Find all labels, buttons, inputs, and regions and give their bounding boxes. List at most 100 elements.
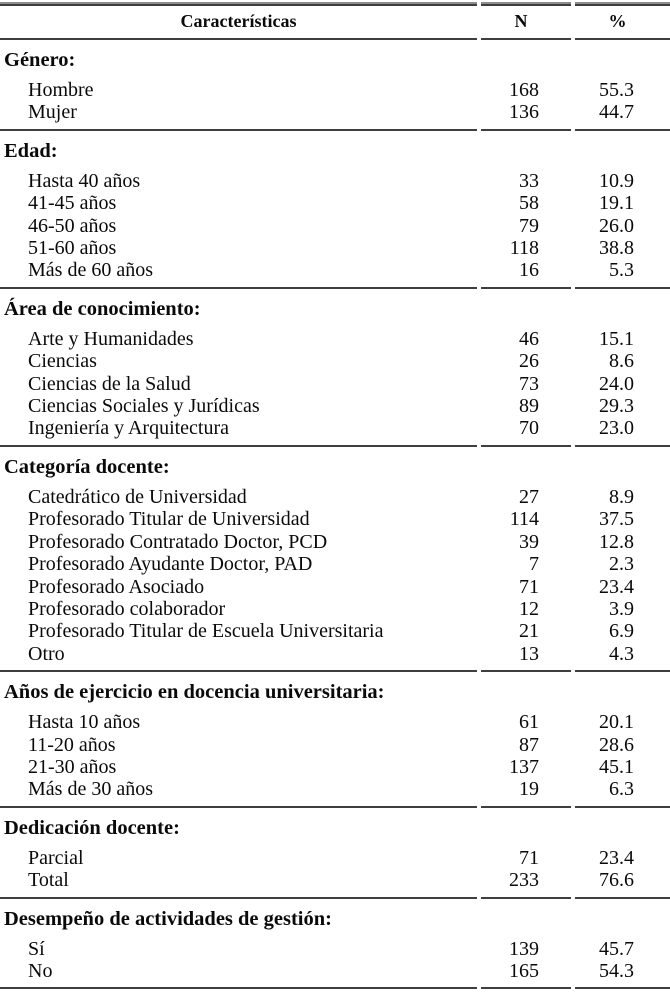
section-rule: [0, 896, 670, 899]
section-title-desempeno-gestion: Desempeño de actividades de gestión:: [4, 907, 332, 930]
row-label: 41-45 años: [28, 192, 117, 215]
section-categoria-docente: Categoría docente: Catedrático de Univer…: [0, 447, 670, 673]
row-n-value: 114: [509, 508, 539, 531]
row-label: Parcial: [28, 846, 84, 869]
table-row: Profesorado Titular de Escuela Universit…: [0, 620, 670, 642]
row-n-value: 136: [509, 101, 539, 124]
row-pct-value: 15.1: [599, 327, 634, 350]
row-pct-value: 5.3: [609, 259, 634, 282]
row-n-value: 71: [519, 846, 539, 869]
row-n-value: 46: [519, 327, 539, 350]
table-row: 11-20 años 87 28.6: [0, 734, 670, 756]
section-title-dedicacion-docente: Dedicación docente:: [4, 816, 180, 839]
row-n-value: 89: [519, 395, 539, 418]
section-area-conocimiento: Área de conocimiento: Arte y Humanidades…: [0, 289, 670, 447]
section-title-genero: Género:: [4, 49, 76, 71]
col-header-pct: %: [608, 11, 627, 31]
table-row: Más de 60 años 16 5.3: [0, 259, 670, 281]
row-n-value: 26: [519, 350, 539, 373]
row-pct-value: 4.3: [609, 642, 634, 665]
row-pct-value: 8.6: [609, 350, 634, 373]
section-anos-ejercicio: Años de ejercicio en docencia universita…: [0, 672, 670, 808]
row-n-value: 87: [519, 733, 539, 756]
row-pct-value: 29.3: [599, 395, 634, 418]
row-pct-value: 76.6: [599, 869, 634, 892]
section-rule: [0, 670, 670, 673]
row-n-value: 7: [529, 553, 539, 576]
section-rule: [0, 128, 670, 131]
row-label: Hombre: [28, 79, 94, 101]
row-label: Hasta 40 años: [28, 169, 141, 192]
section-title-edad: Edad:: [4, 139, 58, 162]
section-title-area-conocimiento: Área de conocimiento:: [4, 297, 201, 320]
table-row: Profesorado Asociado 71 23.4: [0, 576, 670, 598]
table-row: Ciencias de la Salud 73 24.0: [0, 373, 670, 395]
row-pct-value: 28.6: [599, 733, 634, 756]
row-label: Ciencias: [28, 350, 97, 373]
table-row: Profesorado Titular de Universidad 114 3…: [0, 508, 670, 530]
row-pct-value: 44.7: [599, 101, 634, 124]
row-n-value: 73: [519, 372, 539, 395]
row-pct-value: 38.8: [599, 237, 634, 260]
row-pct-value: 45.1: [599, 755, 634, 778]
row-label: Profesorado colaborador: [28, 597, 226, 620]
section-genero: Género: Hombre 168 55.3 Mujer 136 44.7: [0, 40, 670, 131]
section-rule: [0, 805, 670, 808]
table-row: Mujer 136 44.7: [0, 101, 670, 123]
row-label: Hasta 10 años: [28, 711, 141, 734]
row-n-value: 233: [509, 869, 539, 892]
row-n-value: 139: [509, 937, 539, 960]
row-label: Ciencias Sociales y Jurídicas: [28, 395, 260, 418]
row-label: Otro: [28, 642, 65, 665]
table-row: Ciencias Sociales y Jurídicas 89 29.3: [0, 395, 670, 417]
row-label: 51-60 años: [28, 237, 117, 260]
section-rule: [0, 286, 670, 289]
row-pct-value: 8.9: [609, 485, 634, 508]
row-pct-value: 19.1: [599, 192, 634, 215]
row-pct-value: 6.3: [609, 778, 634, 801]
table-top-rule-light: [0, 2, 670, 4]
row-pct-value: 26.0: [599, 214, 634, 237]
row-n-value: 61: [519, 711, 539, 734]
row-label: Profesorado Titular de Universidad: [28, 508, 310, 531]
row-label: No: [28, 959, 53, 982]
table-row: Sí 139 45.7: [0, 938, 670, 960]
table-row: Ciencias 26 8.6: [0, 350, 670, 372]
row-n-value: 19: [519, 778, 539, 801]
table-row: 21-30 años 137 45.1: [0, 756, 670, 778]
table-bottom-rule: [0, 987, 670, 990]
section-rule: [0, 444, 670, 447]
col-header-caracteristicas: Características: [180, 11, 297, 31]
table-row: No 165 54.3: [0, 960, 670, 982]
row-pct-value: 45.7: [599, 937, 634, 960]
section-title-categoria-docente: Categoría docente:: [4, 455, 170, 478]
row-n-value: 168: [509, 79, 539, 101]
row-n-value: 21: [519, 620, 539, 643]
row-pct-value: 20.1: [599, 711, 634, 734]
row-n-value: 165: [509, 959, 539, 982]
row-n-value: 12: [519, 597, 539, 620]
row-pct-value: 23.4: [599, 575, 634, 598]
row-label: Más de 60 años: [28, 259, 153, 282]
col-header-n: N: [514, 11, 528, 31]
table-row: Hasta 40 años 33 10.9: [0, 170, 670, 192]
table-row: 51-60 años 118 38.8: [0, 237, 670, 259]
row-label: Profesorado Ayudante Doctor, PAD: [28, 553, 313, 576]
table-row: Total 233 76.6: [0, 869, 670, 891]
row-pct-value: 12.8: [599, 530, 634, 553]
row-n-value: 27: [519, 485, 539, 508]
table-row: Hombre 168 55.3: [0, 79, 670, 101]
row-pct-value: 6.9: [609, 620, 634, 643]
row-label: Profesorado Contratado Doctor, PCD: [28, 530, 328, 553]
table-row: Parcial 71 23.4: [0, 847, 670, 869]
row-pct-value: 24.0: [599, 372, 634, 395]
section-edad: Edad: Hasta 40 años 33 10.9 41-45 años 5…: [0, 131, 670, 289]
row-label: Ingeniería y Arquitectura: [28, 417, 230, 440]
table-row: Más de 30 años 19 6.3: [0, 778, 670, 800]
row-pct-value: 10.9: [599, 169, 634, 192]
section-desempeno-gestion: Desempeño de actividades de gestión: Sí …: [0, 899, 670, 990]
row-n-value: 137: [509, 755, 539, 778]
row-n-value: 118: [509, 237, 539, 260]
row-label: 21-30 años: [28, 755, 117, 778]
